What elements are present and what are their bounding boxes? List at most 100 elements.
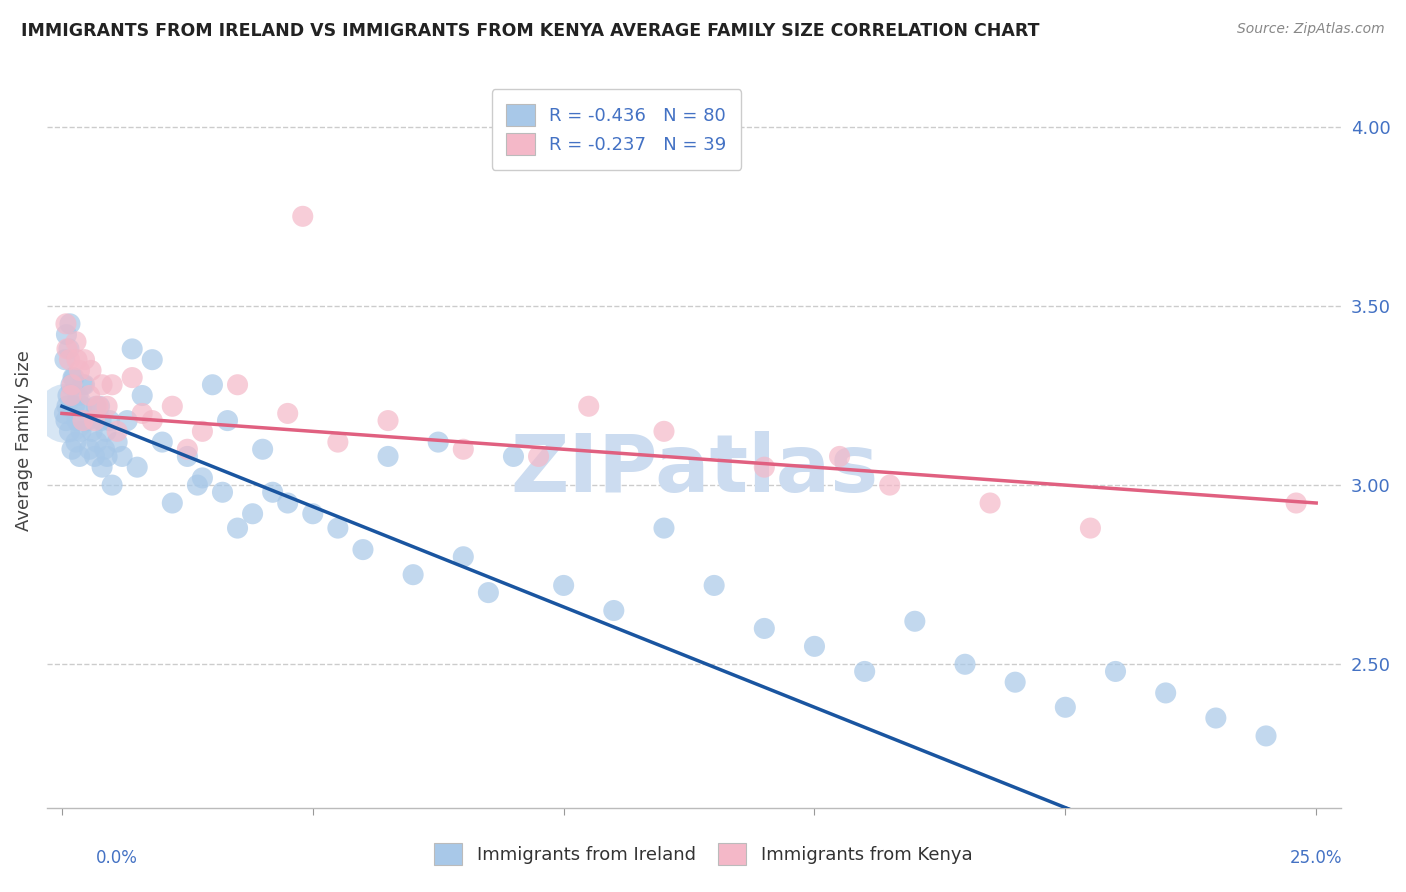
Point (62, 370, 84, 384)
Point (1104, 665, 1126, 679)
Point (453, 549, 475, 564)
Point (84, 399, 107, 413)
Point (652, 521, 675, 535)
Point (55, 406, 77, 420)
Point (176, 442, 198, 457)
Point (96, 399, 118, 413)
Point (56, 388, 79, 402)
Point (66, 352, 89, 367)
Point (55, 327, 77, 342)
Point (79, 388, 101, 402)
Text: ZIPatlas: ZIPatlas (510, 431, 879, 508)
Legend: Immigrants from Ireland, Immigrants from Kenya: Immigrants from Ireland, Immigrants from… (425, 834, 981, 874)
Point (131, 388, 153, 402)
Point (879, 478, 901, 492)
Point (66, 414, 89, 428)
Point (754, 460, 776, 475)
Point (326, 521, 349, 535)
Point (217, 414, 239, 428)
Point (191, 425, 214, 439)
Point (277, 496, 299, 510)
Point (141, 414, 163, 428)
Point (98, 414, 121, 428)
Point (477, 585, 499, 599)
Point (105, 435, 128, 450)
Point (115, 414, 138, 428)
Point (502, 450, 524, 464)
Point (69, 450, 91, 464)
Point (1080, 521, 1102, 535)
Point (162, 399, 184, 413)
Point (63, 399, 86, 413)
Point (94, 425, 117, 439)
Point (979, 496, 1001, 510)
Point (59, 388, 82, 402)
Point (73, 352, 96, 367)
Point (377, 450, 399, 464)
Text: 0.0%: 0.0% (96, 849, 138, 867)
Point (101, 377, 124, 392)
Point (80, 425, 103, 439)
Point (91, 377, 114, 392)
Point (111, 450, 134, 464)
Point (70, 425, 93, 439)
Point (58, 352, 80, 367)
Point (904, 614, 927, 628)
Point (427, 435, 450, 450)
Point (703, 578, 725, 592)
Point (191, 471, 214, 485)
Point (76, 414, 98, 428)
Point (72, 377, 94, 392)
Point (262, 485, 284, 500)
Point (70, 399, 93, 413)
Point (803, 640, 825, 654)
Point (72, 414, 94, 428)
Legend: R = -0.436   N = 80, R = -0.237   N = 39: R = -0.436 N = 80, R = -0.237 N = 39 (492, 89, 741, 169)
Point (1004, 675, 1026, 690)
Point (90, 414, 112, 428)
Point (326, 435, 349, 450)
Point (65, 334, 87, 349)
Point (1254, 729, 1277, 743)
Point (121, 342, 143, 356)
Point (69, 363, 91, 377)
Point (402, 567, 425, 582)
Point (527, 450, 550, 464)
Text: 25.0%: 25.0% (1291, 849, 1343, 867)
Point (65, 435, 87, 450)
Point (853, 665, 876, 679)
Point (131, 406, 153, 420)
Point (73, 377, 96, 392)
Point (105, 425, 128, 439)
Point (226, 377, 249, 392)
Point (377, 414, 399, 428)
Y-axis label: Average Family Size: Average Family Size (15, 350, 32, 531)
Point (91, 460, 114, 475)
Point (211, 485, 233, 500)
Point (652, 425, 675, 439)
Point (186, 478, 208, 492)
Point (53, 352, 76, 367)
Point (89, 399, 111, 413)
Point (60, 442, 83, 457)
Point (201, 377, 224, 392)
Point (453, 442, 475, 457)
Point (953, 657, 976, 672)
Point (93, 442, 115, 457)
Point (55, 317, 77, 331)
Point (87, 399, 110, 413)
Point (79, 442, 101, 457)
Point (60, 377, 83, 392)
Point (162, 496, 184, 510)
Point (754, 622, 776, 636)
Point (301, 507, 323, 521)
Point (277, 406, 299, 420)
Point (80, 363, 103, 377)
Point (66, 388, 89, 402)
Point (291, 210, 314, 224)
Point (56, 342, 79, 356)
Point (1154, 686, 1177, 700)
Point (55, 414, 77, 428)
Point (150, 435, 173, 450)
Point (578, 399, 600, 413)
